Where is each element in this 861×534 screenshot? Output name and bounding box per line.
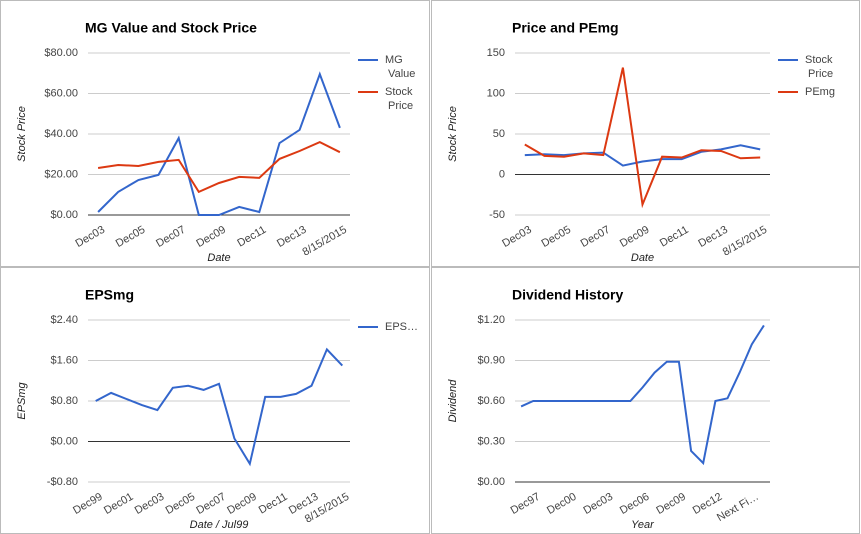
y-axis-title: Dividend <box>447 379 459 423</box>
y-tick-label: $0.30 <box>477 435 505 447</box>
series-line <box>97 140 341 194</box>
y-tick-label: -50 <box>489 209 505 221</box>
series-line <box>95 347 344 467</box>
x-axis-title: Date / Jul99 <box>190 519 249 531</box>
chart-title: Price and PEmg <box>512 20 619 36</box>
chart-title: EPSmg <box>85 287 134 303</box>
y-tick-label: 0 <box>499 168 505 180</box>
legend-label: Stock Price <box>805 54 833 80</box>
y-tick-label: $60.00 <box>44 87 78 99</box>
x-axis-title: Date <box>631 252 654 264</box>
y-tick-label: $40.00 <box>44 128 78 140</box>
y-tick-label: $0.60 <box>477 395 505 407</box>
y-tick-label: $0.00 <box>50 209 78 221</box>
y-tick-label: $0.00 <box>50 435 78 447</box>
y-tick-label: 150 <box>487 47 505 59</box>
x-axis-title: Year <box>631 519 655 531</box>
series-line <box>524 144 761 167</box>
y-tick-label: -$0.80 <box>47 476 78 488</box>
series-line <box>524 67 761 209</box>
y-tick-label: $1.20 <box>477 314 505 326</box>
y-tick-label: 100 <box>487 87 505 99</box>
x-axis-title: Date <box>207 252 230 264</box>
y-tick-label: $0.90 <box>477 354 505 366</box>
chart-title: MG Value and Stock Price <box>85 20 257 36</box>
y-tick-label: $20.00 <box>44 168 78 180</box>
legend-label: MG Value <box>385 54 415 80</box>
legend-label: PEmg <box>805 86 835 98</box>
y-axis-title: Stock Price <box>447 106 459 162</box>
y-axis-title: Stock Price <box>16 106 28 162</box>
y-tick-label: $0.80 <box>50 395 78 407</box>
series-line <box>520 324 765 466</box>
y-tick-label: $2.40 <box>50 314 78 326</box>
legend-label: EPS… <box>385 321 418 333</box>
y-axis-title: EPSmg <box>16 381 28 419</box>
legend-label: Stock Price <box>385 86 413 112</box>
y-tick-label: $80.00 <box>44 47 78 59</box>
chart-title: Dividend History <box>512 287 623 303</box>
y-tick-label: $1.60 <box>50 354 78 366</box>
y-tick-label: $0.00 <box>477 476 505 488</box>
y-tick-label: 50 <box>493 128 505 140</box>
series-line <box>97 71 341 216</box>
